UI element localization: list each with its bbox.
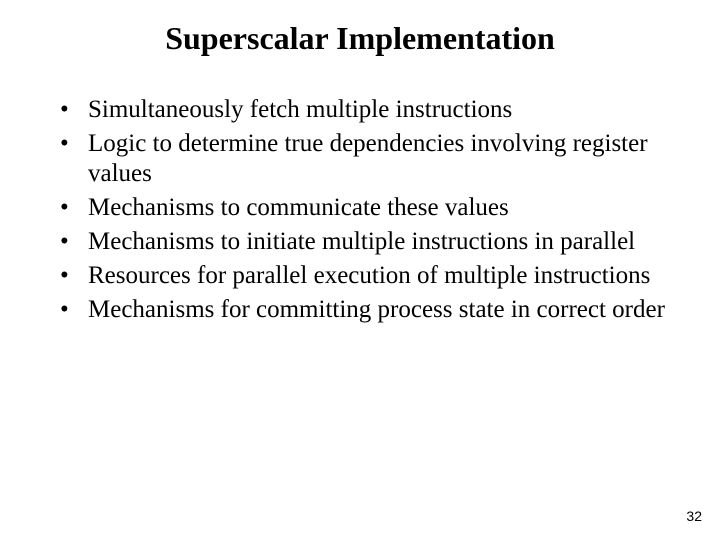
bullet-item: Simultaneously fetch multiple instructio…	[60, 95, 680, 125]
bullet-item: Mechanisms to initiate multiple instruct…	[60, 227, 680, 257]
slide-container: Superscalar Implementation Simultaneousl…	[0, 0, 720, 540]
bullet-item: Mechanisms for committing process state …	[60, 295, 680, 325]
bullet-item: Resources for parallel execution of mult…	[60, 261, 680, 291]
bullet-item: Mechanisms to communicate these values	[60, 193, 680, 223]
bullet-item: Logic to determine true dependencies inv…	[60, 129, 680, 189]
slide-title: Superscalar Implementation	[40, 20, 680, 57]
bullet-list: Simultaneously fetch multiple instructio…	[40, 95, 680, 325]
page-number: 32	[686, 508, 702, 524]
